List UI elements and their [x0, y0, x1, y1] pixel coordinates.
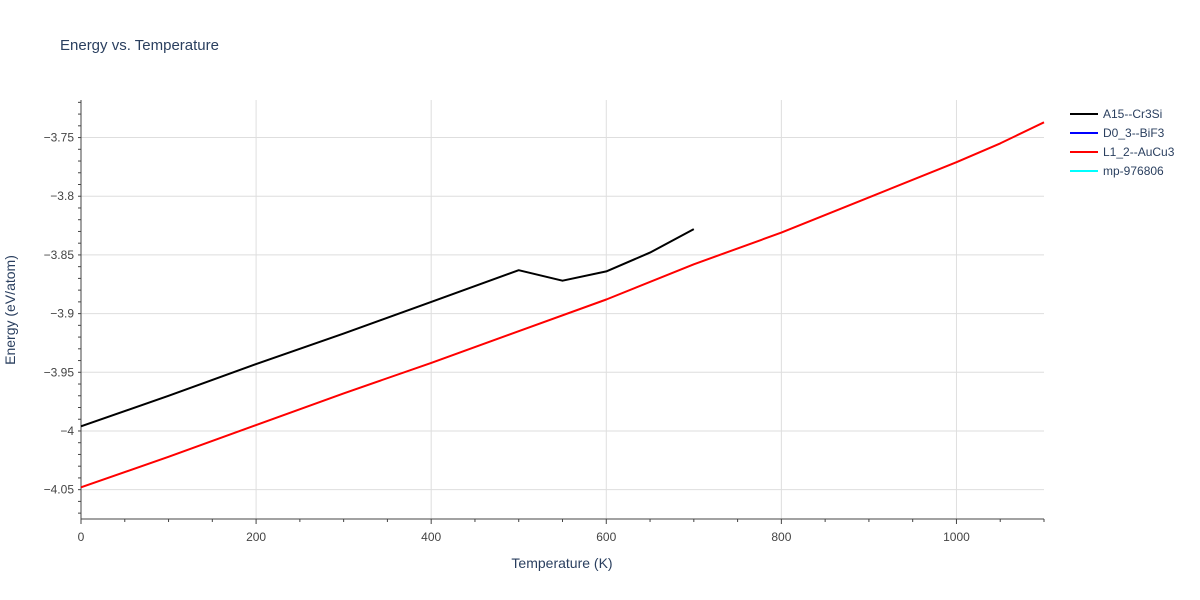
- legend-label: L1_2--AuCu3: [1103, 145, 1175, 159]
- x-tick-label: 800: [771, 530, 791, 544]
- legend-item[interactable]: D0_3--BiF3: [1070, 126, 1165, 140]
- x-tick-label: 400: [421, 530, 441, 544]
- legend[interactable]: A15--Cr3Si D0_3--BiF3 L1_2--AuCu3 mp-976806: [1070, 107, 1175, 178]
- y-tick-label: −3.75: [44, 131, 75, 145]
- series-layer: [80, 121, 1045, 489]
- legend-item[interactable]: mp-976806: [1070, 164, 1164, 178]
- y-tick-label: −4: [60, 424, 74, 438]
- series-line: [80, 121, 1045, 489]
- x-tick-label: 200: [246, 530, 266, 544]
- legend-label: A15--Cr3Si: [1103, 107, 1162, 121]
- legend-label: mp-976806: [1103, 164, 1164, 178]
- y-tick-label: −4.05: [44, 483, 75, 497]
- chart-title: Energy vs. Temperature: [60, 37, 219, 54]
- y-tick-label: −3.85: [44, 248, 75, 262]
- x-tick-label: 0: [78, 530, 85, 544]
- y-tick-label: −3.9: [50, 307, 74, 321]
- legend-item[interactable]: L1_2--AuCu3: [1070, 145, 1175, 159]
- axis-layer: 0 200 400 600 800 1000 −4.05 −4 −3.95 −3.9 −3.85 −3…: [44, 100, 1045, 544]
- legend-item[interactable]: A15--Cr3Si: [1070, 107, 1162, 121]
- series-line: [80, 228, 695, 428]
- y-tick-label: −3.8: [50, 189, 74, 203]
- x-tick-label: 1000: [943, 530, 970, 544]
- legend-label: D0_3--BiF3: [1103, 126, 1165, 140]
- x-axis-title: Temperature (K): [511, 555, 612, 571]
- x-tick-label: 600: [596, 530, 616, 544]
- y-axis-title: Energy (eV/atom): [2, 255, 18, 365]
- y-tick-label: −3.95: [44, 365, 75, 379]
